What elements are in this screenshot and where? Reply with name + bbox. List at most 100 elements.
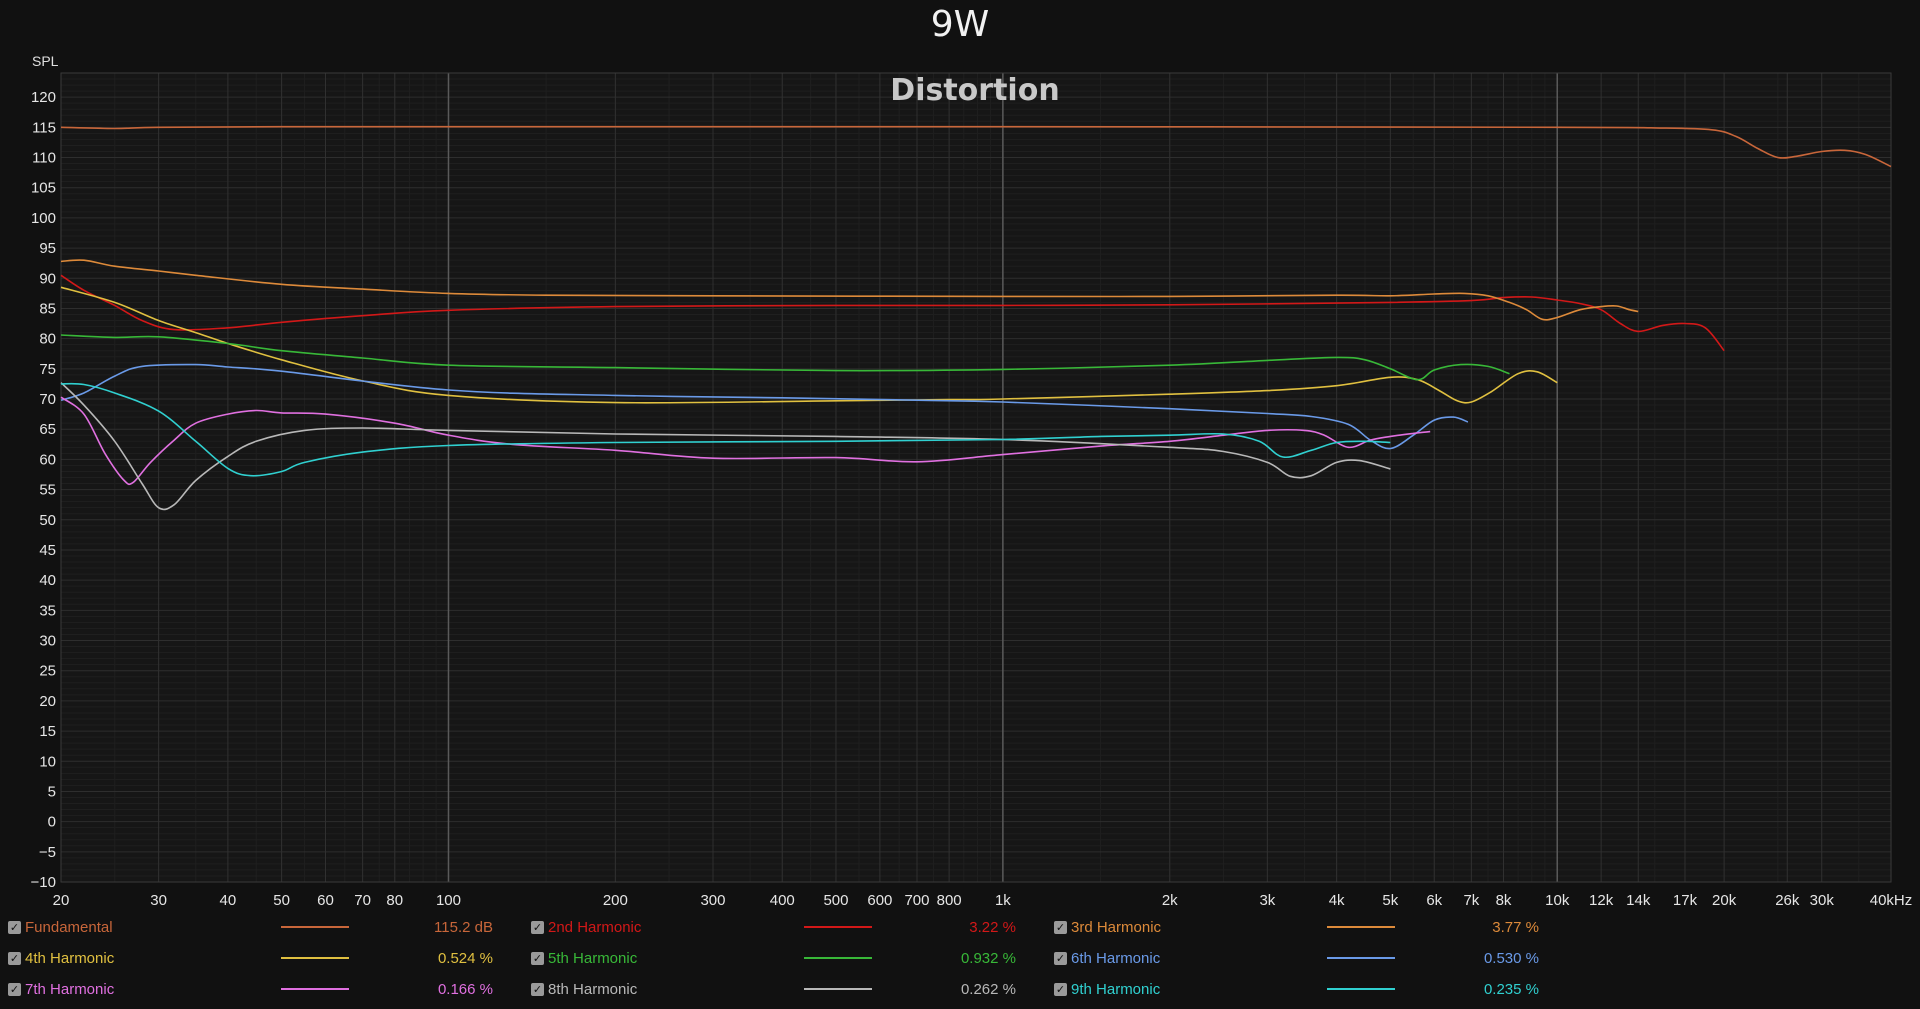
legend-swatch <box>1327 957 1395 959</box>
chart-inner-title: Distortion <box>890 73 1059 108</box>
legend-label: 7th Harmonic <box>25 980 115 998</box>
legend-row: ✓ Fundamental 115.2 dB ✓ 2nd Harmonic 3.22 % ✓… <box>0 912 1920 942</box>
series-lines <box>60 125 1892 511</box>
x-tick-label: 200 <box>603 892 628 909</box>
series-line-7th-harmonic <box>60 396 1431 486</box>
y-tick-label: 105 <box>31 180 56 197</box>
series-line-4th-harmonic <box>60 286 1558 404</box>
x-tick-label: 700 <box>904 892 929 909</box>
legend-checkbox[interactable]: ✓ <box>531 920 544 934</box>
legend-checkbox[interactable]: ✓ <box>1054 982 1067 996</box>
legend-value: 0.524 % <box>437 949 493 967</box>
y-tick-label: 80 <box>39 331 56 348</box>
y-tick-label: 75 <box>39 361 56 378</box>
legend-item-2nd-harmonic: ✓ 2nd Harmonic 3.22 % <box>531 912 1031 942</box>
legend-checkbox[interactable]: ✓ <box>531 951 544 965</box>
x-tick-label: 2k <box>1162 892 1178 909</box>
x-tick-label: 6k <box>1426 892 1442 909</box>
x-tick-label: 3k <box>1259 892 1275 909</box>
legend-value: 115.2 dB <box>434 918 493 936</box>
x-tick-label: 12k <box>1589 892 1614 909</box>
legend-item-8th-harmonic: ✓ 8th Harmonic 0.262 % <box>531 974 1031 1004</box>
legend-row: ✓ 4th Harmonic 0.524 % ✓ 5th Harmonic 0.932 %… <box>0 943 1920 973</box>
legend-item-9th-harmonic: ✓ 9th Harmonic 0.235 % <box>1054 974 1554 1004</box>
x-tick-label: 20 <box>53 892 70 909</box>
y-tick-label: 120 <box>31 89 56 106</box>
y-tick-label: 50 <box>39 512 56 529</box>
legend-swatch <box>1327 926 1395 928</box>
legend-checkbox[interactable]: ✓ <box>1054 951 1067 965</box>
legend-label: Fundamental <box>25 918 113 936</box>
x-tick-label: 600 <box>867 892 892 909</box>
legend-checkbox[interactable]: ✓ <box>8 951 21 965</box>
y-tick-label: 0 <box>48 814 56 831</box>
x-tick-label: 5k <box>1382 892 1398 909</box>
legend-value: 3.77 % <box>1492 918 1539 936</box>
legend-item-6th-harmonic: ✓ 6th Harmonic 0.530 % <box>1054 943 1554 973</box>
legend-item-4th-harmonic: ✓ 4th Harmonic 0.524 % <box>8 943 508 973</box>
legend-label: 5th Harmonic <box>548 949 638 967</box>
legend-swatch <box>804 988 872 990</box>
y-tick-label: 110 <box>32 150 56 167</box>
y-tick-label: −10 <box>31 874 56 891</box>
x-tick-label: 100 <box>436 892 461 909</box>
y-axis-label: SPL <box>32 53 59 69</box>
y-tick-label: 10 <box>39 753 56 770</box>
y-tick-label: 20 <box>39 693 56 710</box>
y-tick-label: 25 <box>39 663 56 680</box>
legend-swatch <box>804 926 872 928</box>
x-tick-label: 30 <box>150 892 167 909</box>
x-tick-label: 10k <box>1545 892 1570 909</box>
page-title: 9W <box>930 4 990 45</box>
series-line-fundamental <box>60 125 1892 168</box>
legend-swatch <box>1327 988 1395 990</box>
y-tick-label: 40 <box>39 572 56 589</box>
series-line-2nd-harmonic <box>60 274 1725 352</box>
x-tick-label: 20k <box>1712 892 1737 909</box>
y-tick-label: 55 <box>39 482 56 499</box>
legend-checkbox[interactable]: ✓ <box>8 920 21 934</box>
x-tick-label: 17k <box>1673 892 1698 909</box>
series-line-9th-harmonic <box>60 382 1391 477</box>
y-tick-label: 15 <box>39 723 56 740</box>
legend-value: 3.22 % <box>969 918 1016 936</box>
legend-value: 0.262 % <box>960 980 1016 998</box>
x-tick-label: 8k <box>1496 892 1512 909</box>
x-tick-label: 1k <box>995 892 1011 909</box>
x-tick-label: 40 <box>220 892 237 909</box>
y-tick-label: 115 <box>32 119 56 136</box>
series-line-8th-harmonic <box>60 382 1391 511</box>
x-tick-label: 60 <box>317 892 334 909</box>
legend-checkbox[interactable]: ✓ <box>1054 920 1067 934</box>
legend-swatch <box>281 988 349 990</box>
x-tick-label: 4k <box>1329 892 1345 909</box>
x-axis-tick-labels: 20 30 40 50 60 70 80 100 200 300 400 500 600 700 800 1k… <box>53 892 1913 909</box>
legend-item-3rd-harmonic: ✓ 3rd Harmonic 3.77 % <box>1054 912 1554 942</box>
legend-checkbox[interactable]: ✓ <box>8 982 21 996</box>
x-tick-label: 40kHz <box>1870 892 1913 909</box>
legend-label: 9th Harmonic <box>1071 980 1161 998</box>
y-tick-label: 100 <box>31 210 56 227</box>
legend-value: 0.932 % <box>960 949 1016 967</box>
y-tick-label: 30 <box>39 633 56 650</box>
x-tick-label: 300 <box>700 892 725 909</box>
legend-label: 8th Harmonic <box>548 980 638 998</box>
x-tick-label: 800 <box>937 892 962 909</box>
x-tick-label: 50 <box>273 892 290 909</box>
legend-label: 3rd Harmonic <box>1071 918 1162 936</box>
series-line-3rd-harmonic <box>60 259 1639 321</box>
x-tick-label: 400 <box>770 892 795 909</box>
y-tick-label: 60 <box>39 451 56 468</box>
x-tick-label: 30k <box>1810 892 1835 909</box>
y-axis-tick-labels: 1201151101051009590858075706560555045403… <box>31 89 56 891</box>
y-tick-label: −5 <box>39 844 56 861</box>
x-tick-label: 14k <box>1626 892 1651 909</box>
legend-checkbox[interactable]: ✓ <box>531 982 544 996</box>
y-tick-label: 85 <box>39 300 56 317</box>
legend-label: 6th Harmonic <box>1071 949 1161 967</box>
plot-border <box>60 72 1892 883</box>
legend-label: 4th Harmonic <box>25 949 115 967</box>
y-tick-label: 5 <box>48 783 56 800</box>
y-tick-label: 35 <box>39 602 56 619</box>
x-tick-label: 80 <box>386 892 403 909</box>
